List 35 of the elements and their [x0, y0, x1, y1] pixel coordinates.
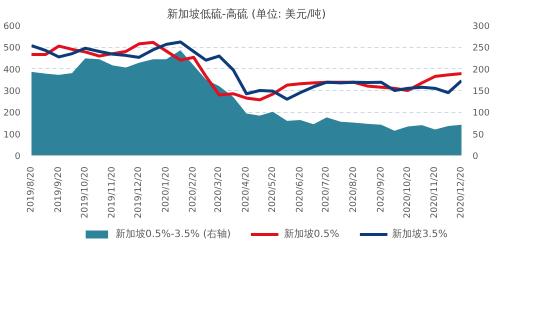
y2-tick-label: 150: [472, 87, 490, 97]
y-tick-label: 100: [3, 130, 21, 140]
y2-tick-label: 250: [472, 44, 490, 54]
x-tick-label: 2020/7/20: [322, 166, 332, 213]
y-tick-label: 300: [3, 87, 21, 97]
x-tick-label: 2019/10/20: [80, 166, 90, 218]
legend-label: 新加坡0.5%: [284, 228, 340, 241]
x-tick-label: 2019/11/20: [108, 166, 118, 218]
y2-tick-label: 300: [472, 22, 490, 32]
y2-tick-label: 50: [472, 130, 484, 140]
legend-label: 新加坡0.5%-3.5% (右轴): [115, 228, 231, 241]
x-tick-label: 2020/10/20: [402, 166, 413, 218]
x-tick-label: 2019/8/20: [26, 166, 36, 213]
x-tick-label: 2020/9/20: [376, 166, 386, 213]
x-tick-label: 2020/1/20: [161, 166, 172, 213]
y2-tick-label: 0: [472, 152, 478, 162]
x-tick-label: 2020/11/20: [430, 166, 440, 218]
x-tick-label: 2020/5/20: [268, 166, 278, 213]
chart-title: 新加坡低硫-高硫 (单位: 美元/吨): [167, 8, 326, 20]
y-tick-label: 500: [3, 44, 21, 54]
y-tick-label: 400: [3, 65, 21, 76]
x-tick-label: 2020/6/20: [295, 166, 306, 213]
x-tick-label: 2020/2/20: [188, 166, 199, 213]
legend-label: 新加坡3.5%: [392, 228, 448, 241]
y2-tick-label: 200: [472, 65, 490, 76]
x-tick-label: 2019/9/20: [54, 166, 64, 213]
x-tick-label: 2019/12/20: [134, 166, 144, 218]
y-tick-label: 600: [3, 22, 21, 32]
y-tick-label: 0: [14, 152, 21, 162]
x-tick-label: 2020/4/20: [242, 166, 252, 213]
y-tick-label: 200: [3, 108, 21, 119]
x-tick-label: 2020/12/20: [456, 166, 466, 218]
x-tick-label: 2020/3/20: [214, 166, 224, 213]
y2-tick-label: 100: [472, 108, 490, 119]
x-tick-label: 2020/8/20: [349, 166, 359, 213]
